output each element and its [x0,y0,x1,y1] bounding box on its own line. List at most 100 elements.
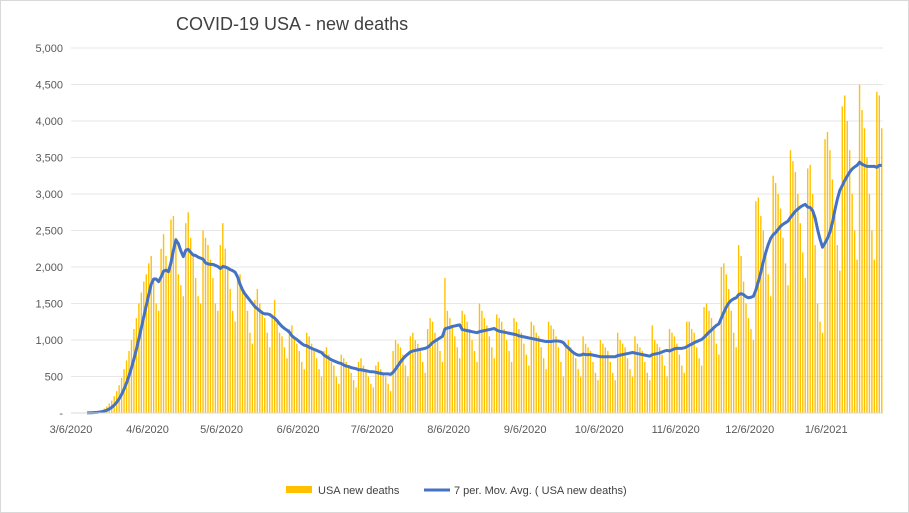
bar [446,310,449,413]
bar [291,325,293,413]
bar-series-usa-new-deaths [74,84,883,414]
y-tick-label: - [59,408,63,420]
bar [325,347,328,413]
bar [518,329,520,413]
bar [656,343,658,413]
bar [752,340,755,413]
bar [644,361,646,413]
bar [165,256,167,413]
bar [737,245,740,413]
bar [266,332,268,413]
bar [523,343,525,413]
bar [170,219,172,413]
bar [227,267,229,413]
bar [488,336,491,413]
bar [417,343,419,413]
bar [765,252,767,413]
bar [663,365,666,413]
bar [350,372,352,413]
bar [436,340,439,413]
bar [375,365,377,413]
bar [866,157,868,413]
bar [133,329,135,413]
bar [782,237,784,413]
bar [298,350,300,413]
y-tick-label: 3,000 [35,189,63,201]
bar [466,321,468,413]
bar [602,343,604,413]
bar [478,303,481,413]
bar [691,329,693,413]
bar [264,318,266,413]
bar [387,383,389,413]
bar [412,332,414,413]
bar [594,372,597,413]
bar [560,361,562,413]
bar [505,340,508,413]
bar [217,310,219,413]
bar [708,310,710,413]
bar [686,321,688,413]
bar [214,303,217,413]
bar [471,340,473,413]
bar [740,256,742,413]
bar [881,128,883,414]
bar [234,321,236,413]
bar [296,343,298,413]
bar [313,350,315,413]
bar [362,365,365,413]
bar [826,131,829,413]
bar [389,391,392,413]
bar [555,336,557,413]
bar [779,208,782,413]
bar [212,277,214,413]
bar [461,310,463,413]
bar [599,340,602,413]
bar [407,376,409,413]
y-tick-label: 500 [45,372,63,384]
bar [150,256,152,413]
y-tick-label: 1,500 [35,299,63,311]
bar [157,310,160,413]
bar [162,234,165,413]
bar [535,332,537,413]
gridlines [71,47,883,377]
bar [703,307,705,413]
bar [750,329,752,413]
bar [249,332,251,413]
bar [878,95,880,413]
bar [431,321,434,413]
bar [767,274,769,413]
bar [735,347,737,413]
bar [343,358,345,413]
bar [382,372,384,413]
bar [673,336,676,413]
line-series-moving-average [87,160,882,415]
bar [135,318,138,413]
bar [570,347,572,413]
bar [612,372,614,413]
bar [333,365,335,413]
bar [683,372,686,413]
bar [853,230,856,413]
bar [742,281,745,413]
bar [429,318,431,413]
bar [352,380,355,413]
bar [550,325,552,413]
bar [330,361,333,413]
bar [629,369,631,413]
bar [565,343,567,413]
bar [799,223,802,413]
bar [530,321,532,413]
bar [224,248,226,413]
bar [209,259,212,413]
bar [377,361,379,413]
bar [143,281,145,413]
bar [138,303,140,413]
bar [846,121,848,413]
bar [409,336,412,413]
bar [493,358,495,413]
bar [515,321,518,413]
bar [646,372,648,413]
